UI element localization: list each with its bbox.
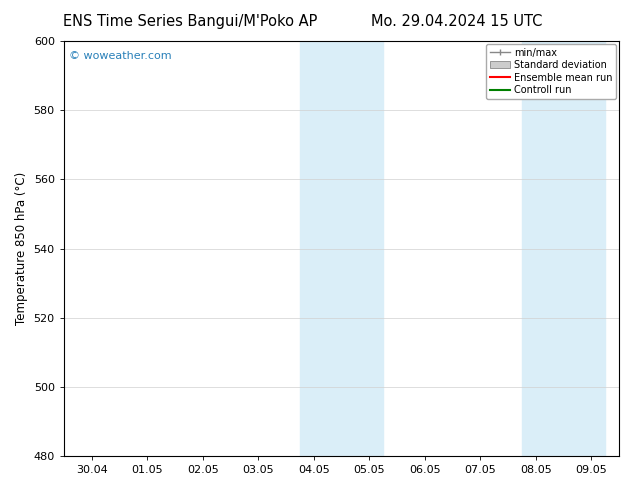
Bar: [300, 41, 383, 456]
Text: Mo. 29.04.2024 15 UTC: Mo. 29.04.2024 15 UTC: [371, 14, 542, 29]
Text: © woweather.com: © woweather.com: [69, 51, 172, 61]
Legend: min/max, Standard deviation, Ensemble mean run, Controll run: min/max, Standard deviation, Ensemble me…: [486, 44, 616, 99]
Y-axis label: Temperature 850 hPa (°C): Temperature 850 hPa (°C): [15, 172, 28, 325]
Text: ENS Time Series Bangui/M'Poko AP: ENS Time Series Bangui/M'Poko AP: [63, 14, 318, 29]
Bar: [522, 41, 605, 456]
